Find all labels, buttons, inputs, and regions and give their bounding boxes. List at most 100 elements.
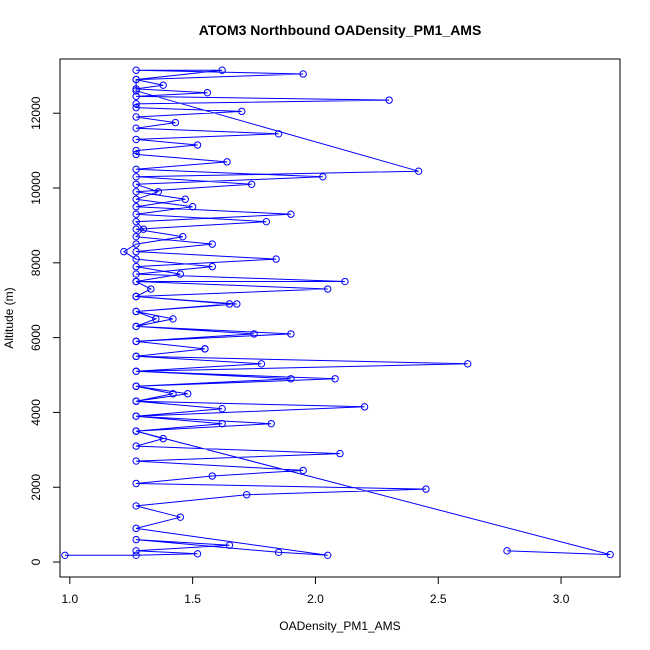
data-point xyxy=(132,92,140,101)
data-point xyxy=(132,180,140,188)
data-point xyxy=(233,300,241,308)
data-point xyxy=(120,247,128,256)
x-tick-label: 1.0 xyxy=(61,592,78,606)
x-tick-label: 2.5 xyxy=(430,592,447,606)
data-point xyxy=(132,307,140,316)
data-point xyxy=(132,150,140,159)
data-point xyxy=(132,479,140,488)
data-point xyxy=(262,217,271,226)
data-point xyxy=(267,419,275,428)
x-tick-label: 2.0 xyxy=(307,592,324,606)
data-point xyxy=(132,551,140,560)
data-point xyxy=(139,225,148,233)
data-point xyxy=(181,195,189,203)
data-point xyxy=(132,188,140,196)
data-point xyxy=(422,485,430,493)
data-point xyxy=(250,330,258,338)
data-point xyxy=(606,550,614,559)
data-point xyxy=(152,315,160,323)
data-point xyxy=(238,107,246,116)
data-point xyxy=(132,232,140,241)
series-layer xyxy=(61,66,614,560)
data-point xyxy=(132,203,140,211)
data-point xyxy=(169,390,177,398)
y-tick-label: 2000 xyxy=(29,474,43,501)
data-point xyxy=(385,96,393,104)
plot-frame xyxy=(59,58,621,578)
data-point xyxy=(287,330,295,338)
data-point xyxy=(132,547,140,555)
data-point xyxy=(132,113,140,121)
data-point xyxy=(132,352,140,361)
data-point xyxy=(319,173,327,181)
data-point xyxy=(132,535,140,544)
data-point xyxy=(208,262,216,271)
data-point xyxy=(193,141,202,149)
data-point xyxy=(132,397,140,405)
data-point xyxy=(464,360,472,368)
data-point xyxy=(132,195,140,203)
data-point xyxy=(132,337,140,346)
data-point xyxy=(132,524,140,533)
y-tick-label: 4000 xyxy=(29,399,43,426)
data-point xyxy=(324,551,332,560)
data-point xyxy=(208,472,216,480)
data-point xyxy=(242,491,251,499)
data-point xyxy=(218,419,226,428)
data-point xyxy=(132,292,140,301)
data-point xyxy=(132,100,140,108)
data-point xyxy=(225,541,234,549)
data-point xyxy=(154,188,162,196)
y-tick-label: 6000 xyxy=(29,324,43,351)
data-point xyxy=(132,367,140,375)
data-point xyxy=(132,322,140,331)
data-point xyxy=(132,442,140,450)
data-point xyxy=(223,158,231,166)
x-tick-label: 1.5 xyxy=(184,592,201,606)
y-axis: 0 2000 4000 6000 8000 10000 12000 xyxy=(29,96,61,565)
data-point xyxy=(218,66,226,74)
data-point xyxy=(159,81,167,89)
data-point xyxy=(341,277,349,286)
data-point xyxy=(132,382,140,390)
data-point xyxy=(179,232,187,241)
data-point xyxy=(132,457,140,465)
data-point xyxy=(132,277,140,286)
data-point xyxy=(132,124,140,132)
data-point xyxy=(132,502,140,510)
data-point xyxy=(61,551,69,560)
data-point xyxy=(132,217,140,226)
data-point xyxy=(287,375,295,383)
data-point xyxy=(132,225,140,233)
data-point xyxy=(176,513,185,521)
data-point xyxy=(132,412,140,420)
data-point xyxy=(132,210,140,218)
data-point xyxy=(147,285,155,293)
data-point xyxy=(132,165,140,174)
data-point xyxy=(414,167,423,175)
data-point xyxy=(331,375,339,383)
data-point xyxy=(132,87,140,95)
data-point xyxy=(203,88,212,97)
data-point xyxy=(299,70,307,78)
data-point xyxy=(132,262,140,271)
data-point xyxy=(218,404,226,413)
data-point xyxy=(159,434,167,443)
data-point xyxy=(247,180,256,188)
data-point xyxy=(184,390,192,398)
data-point xyxy=(272,255,280,263)
data-point xyxy=(132,173,140,181)
data-point xyxy=(132,85,140,93)
y-tick-label: 12000 xyxy=(29,96,43,130)
data-point xyxy=(132,146,140,155)
data-point xyxy=(132,240,140,248)
chart-title: ATOM3 Northbound OADensity_PM1_AMS xyxy=(199,22,482,38)
data-point xyxy=(360,403,369,411)
data-point xyxy=(257,360,266,368)
data-point xyxy=(274,548,283,557)
data-point xyxy=(225,300,234,308)
data-point xyxy=(171,118,180,127)
data-point xyxy=(287,210,295,218)
y-axis-label: Altitude (m) xyxy=(2,287,16,348)
